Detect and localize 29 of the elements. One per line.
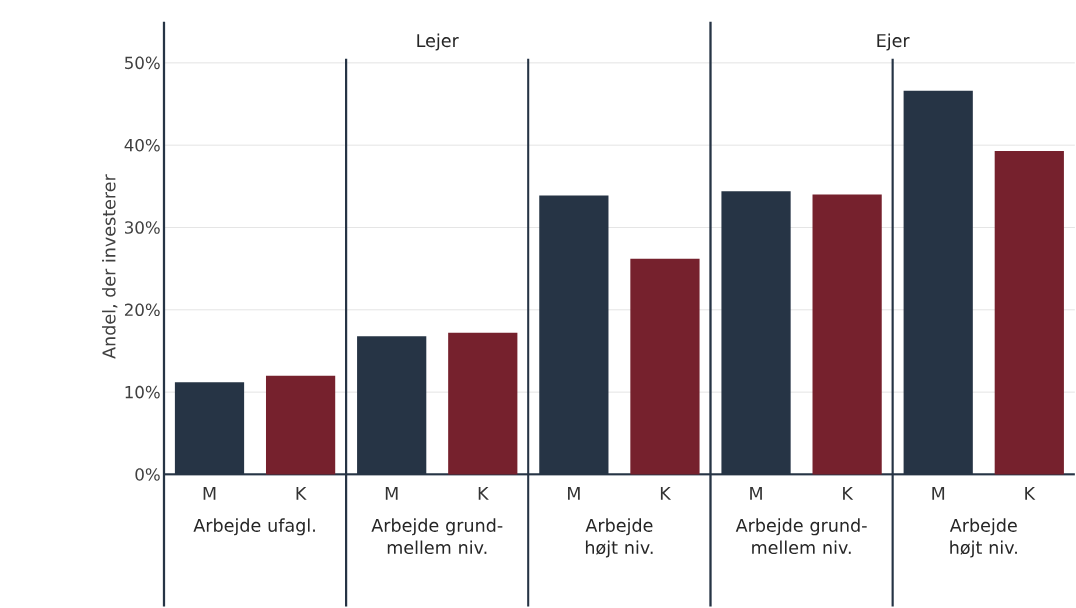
text: K	[843, 487, 854, 500]
series-label: K	[296, 487, 307, 500]
bar	[265, 375, 336, 475]
y-axis-title: Andel, der investerer	[102, 174, 118, 359]
text: Lejer	[417, 33, 459, 51]
text: M	[568, 487, 580, 500]
text: M	[385, 487, 398, 500]
x-tick-label: Arbejde grund-mellem niv.	[371, 518, 503, 555]
y-tick-label: 30%	[125, 221, 160, 234]
text: K	[478, 487, 489, 500]
bar	[812, 194, 882, 475]
bar	[994, 151, 1064, 475]
y-tick-label: 10%	[125, 385, 160, 399]
x-tick-label: Arbejde ufagl.	[193, 518, 315, 536]
bar	[448, 333, 518, 475]
x-tick-label: Arbejde grund-mellem niv.	[735, 518, 867, 555]
y-tick-label: 50%	[125, 56, 160, 70]
text: M	[932, 487, 945, 500]
x-tick-label: Arbejde højt niv.	[949, 518, 1017, 558]
text: Ejer	[877, 33, 910, 51]
bar	[630, 258, 700, 475]
text: M	[750, 487, 762, 500]
series-label: M	[203, 487, 216, 500]
text: K	[660, 487, 672, 500]
y-tick-label: 40%	[124, 139, 160, 152]
text: K	[1025, 487, 1036, 500]
y-tick-label: 20%	[124, 303, 160, 317]
y-tick-label: 0%	[135, 468, 160, 481]
x-tick-label: Arbejde højt niv.	[585, 518, 653, 558]
